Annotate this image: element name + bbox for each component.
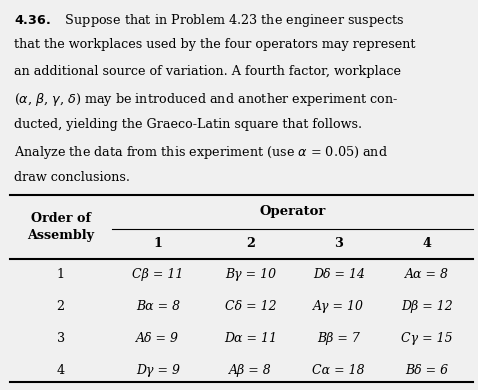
Text: Cδ = 12: Cδ = 12 — [225, 300, 276, 313]
Text: ($\alpha$, $\beta$, $\gamma$, $\delta$) may be introduced and another experiment: ($\alpha$, $\beta$, $\gamma$, $\delta$) … — [14, 91, 399, 108]
Text: Cα = 18: Cα = 18 — [313, 363, 365, 376]
Text: 4: 4 — [423, 237, 431, 250]
Text: Aα = 8: Aα = 8 — [405, 268, 449, 281]
Text: Aγ = 10: Aγ = 10 — [313, 300, 364, 313]
Text: Dγ = 9: Dγ = 9 — [136, 363, 180, 376]
Text: an additional source of variation. A fourth factor, workplace: an additional source of variation. A fou… — [14, 65, 402, 78]
Text: Bδ = 6: Bδ = 6 — [405, 363, 448, 376]
Text: that the workplaces used by the four operators may represent: that the workplaces used by the four ope… — [14, 38, 416, 51]
Text: Dδ = 14: Dδ = 14 — [313, 268, 365, 281]
Text: Aδ = 9: Aδ = 9 — [136, 332, 179, 345]
Text: Dα = 11: Dα = 11 — [224, 332, 277, 345]
Text: Aβ = 8: Aβ = 8 — [229, 363, 272, 376]
Text: 1: 1 — [56, 268, 65, 281]
Text: 3: 3 — [334, 237, 343, 250]
Text: 3: 3 — [56, 332, 65, 345]
Text: Cβ = 11: Cβ = 11 — [132, 268, 184, 281]
Text: Cγ = 15: Cγ = 15 — [401, 332, 453, 345]
Text: Analyze the data from this experiment (use $\alpha$ = 0.05) and: Analyze the data from this experiment (u… — [14, 144, 388, 161]
Text: 2: 2 — [56, 300, 65, 313]
Text: ducted, yielding the Graeco-Latin square that follows.: ducted, yielding the Graeco-Latin square… — [14, 118, 362, 131]
Text: Bβ = 7: Bβ = 7 — [317, 332, 360, 345]
Text: 2: 2 — [246, 237, 255, 250]
Text: Order of
Assembly: Order of Assembly — [27, 212, 94, 242]
Text: Bγ = 10: Bγ = 10 — [225, 268, 276, 281]
Text: Operator: Operator — [259, 206, 326, 218]
Text: Bα = 8: Bα = 8 — [136, 300, 180, 313]
Text: draw conclusions.: draw conclusions. — [14, 171, 130, 184]
Text: 1: 1 — [153, 237, 163, 250]
Text: 4: 4 — [56, 363, 65, 376]
Text: Dβ = 12: Dβ = 12 — [401, 300, 453, 313]
Text: $\bf{4.36.}$   Suppose that in Problem 4.23 the engineer suspects: $\bf{4.36.}$ Suppose that in Problem 4.2… — [14, 12, 405, 29]
